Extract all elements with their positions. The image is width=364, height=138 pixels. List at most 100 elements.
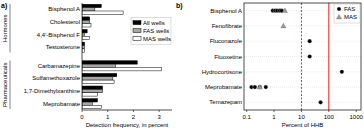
x-tick [133, 110, 134, 112]
x-tick-label: 100 [324, 114, 335, 120]
bar [82, 46, 85, 49]
x-axis-label: Percent of HHB [282, 122, 324, 128]
category-label: Sulfamethoxazole [32, 75, 80, 81]
legend-marker [336, 14, 341, 19]
legend-label: All wells [143, 20, 165, 26]
point [318, 100, 322, 104]
bar [82, 49, 85, 52]
point [308, 39, 312, 43]
legend-label: MAS wells [143, 36, 171, 42]
x-tick-label: 1 [106, 114, 110, 120]
point [264, 85, 268, 89]
bar [82, 67, 162, 70]
bar [82, 61, 137, 64]
bar [82, 8, 95, 11]
point [281, 23, 286, 28]
bar [82, 99, 97, 102]
bar [82, 4, 101, 7]
bar [82, 33, 85, 36]
legend-box [131, 18, 171, 45]
panel-b: Bisphenol A Fenofibrate Fluconazole Fluoxet… [176, 2, 364, 128]
figure: Bisphenol A Cholesterol 4,4'-Bisphenol F Te… [0, 0, 364, 138]
y-axis [82, 3, 83, 110]
legend-label: FAS [344, 6, 355, 12]
category-label: Fluoxetine [214, 54, 242, 60]
point [253, 85, 257, 89]
x-axis [82, 110, 172, 111]
point [340, 70, 344, 74]
bar [82, 17, 90, 20]
bar [82, 102, 92, 105]
category-label: Hydrocortisone [202, 69, 243, 75]
x-tick-label: 10 [298, 114, 305, 120]
category-label: Meprobamate [43, 101, 81, 107]
x-tick-label: 1000 [349, 114, 363, 120]
x-tick [328, 110, 329, 112]
reference-line [301, 3, 302, 110]
group-label: Pharmaceuticals [2, 63, 8, 107]
bar [82, 89, 103, 92]
bar [82, 30, 87, 33]
legend-marker [337, 7, 341, 11]
group-label: Hormones [2, 14, 8, 42]
category-label: 1,7-Dimethylxanthine [24, 88, 81, 94]
x-tick [356, 110, 357, 112]
bar [82, 80, 114, 83]
x-tick [246, 110, 247, 112]
x-tick-label: 3 [157, 114, 161, 120]
x-tick [159, 110, 160, 112]
category-label: Bisphenol A [48, 6, 80, 12]
bar [82, 64, 115, 67]
category-label: Cholesterol [50, 19, 80, 25]
grid-line [244, 56, 361, 57]
x-tick-label: 0.1 [242, 114, 251, 120]
category-label: Testosterone [46, 44, 81, 50]
x-axis-label: Detection frequency, in percent [86, 122, 169, 128]
grid-line [244, 102, 361, 103]
category-label: Fenofibrate [212, 23, 243, 29]
marks [249, 3, 344, 110]
x-tick-label: 1 [272, 114, 276, 120]
bar [82, 11, 123, 14]
grid-line [244, 41, 361, 42]
bar [82, 77, 113, 80]
category-label: Meprobamate [205, 84, 243, 90]
legend-swatch [133, 21, 141, 25]
grid-line [244, 25, 361, 26]
bar [82, 105, 101, 108]
point [308, 54, 312, 58]
group-bracket [10, 4, 11, 53]
x-tick [82, 110, 83, 112]
legend-swatch [133, 37, 141, 41]
point [257, 84, 262, 89]
point [258, 85, 262, 89]
reference-line [328, 3, 329, 110]
x-tick [107, 110, 108, 112]
x-tick-label: 0 [80, 114, 84, 120]
plot-frame [244, 3, 361, 110]
bar [82, 73, 117, 76]
legend: FAS MAS [334, 4, 360, 23]
bar [82, 42, 85, 45]
legend-label: MAS [344, 14, 357, 20]
panel-title: b) [176, 2, 183, 10]
bar [82, 86, 103, 89]
x-tick [274, 110, 275, 112]
legend-box [334, 4, 360, 23]
category-label: 4,4'-Bisphenol F [37, 32, 81, 38]
panel-a: Bisphenol A Cholesterol 4,4'-Bisphenol F Te… [1, 2, 172, 128]
bar [82, 20, 90, 23]
panel-title: a) [1, 2, 7, 10]
point [282, 8, 287, 13]
bar [82, 24, 91, 27]
category-label: Temazepam [209, 99, 242, 105]
category-label: Bisphenol A [210, 8, 242, 14]
bar [82, 36, 90, 39]
category-label: Fluconazole [210, 38, 243, 44]
x-tick-label: 2 [132, 114, 136, 120]
legend: All wells FAS wells MAS wells [131, 18, 171, 45]
legend-label: FAS wells [143, 28, 169, 34]
x-tick [301, 110, 302, 112]
legend-swatch [133, 29, 141, 33]
bar [82, 93, 97, 96]
